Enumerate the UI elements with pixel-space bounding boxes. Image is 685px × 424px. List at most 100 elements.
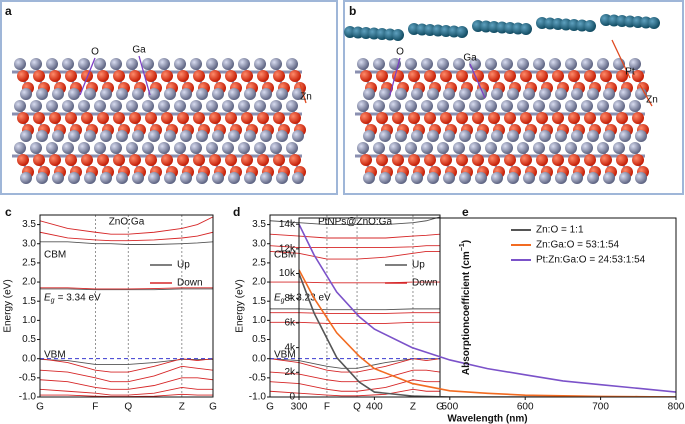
zinc-atom (571, 130, 583, 142)
zinc-atom (565, 142, 577, 154)
oxygen-atom (584, 154, 596, 166)
oxygen-atom (456, 112, 468, 124)
band-line (270, 308, 440, 311)
x-tick-label: 800 (668, 402, 685, 413)
zinc-atom (437, 142, 449, 154)
x-tick-label: F (324, 402, 330, 413)
y-tick-label: 2.5 (252, 258, 266, 269)
panel-label: d (233, 205, 240, 219)
zinc-atom (507, 172, 519, 184)
zinc-atom (619, 130, 631, 142)
oxygen-atom (65, 70, 77, 82)
oxygen-atom (193, 112, 205, 124)
oxygen-atom (600, 70, 612, 82)
oxygen-atom (632, 112, 644, 124)
zinc-atom (603, 172, 615, 184)
atom-label: Zn (300, 92, 312, 103)
oxygen-atom (33, 70, 45, 82)
oxygen-atom (257, 70, 269, 82)
panel-label: b (349, 4, 356, 18)
oxygen-atom (289, 154, 301, 166)
plot-frame (269, 214, 441, 398)
zinc-atom (180, 172, 192, 184)
zinc-atom (571, 88, 583, 100)
oxygen-atom (273, 70, 285, 82)
oxygen-atom (273, 154, 285, 166)
oxygen-atom (424, 70, 436, 82)
zinc-atom (485, 142, 497, 154)
annotation-vbm: VBM (274, 349, 296, 360)
zinc-atom (286, 142, 298, 154)
zinc-atom (389, 100, 401, 112)
crystal-structures: O Ga Zn O Ga Pt Zn (12, 14, 660, 184)
oxygen-atom (113, 154, 125, 166)
zinc-atom (533, 100, 545, 112)
zinc-atom (555, 172, 567, 184)
y-tick-label: 1.0 (252, 315, 266, 326)
oxygen-atom (65, 112, 77, 124)
platinum-atom (456, 26, 468, 38)
data-line (299, 223, 676, 393)
oxygen-atom (456, 70, 468, 82)
zinc-atom (14, 58, 26, 70)
zinc-atom (68, 172, 80, 184)
zinc-atom (254, 142, 266, 154)
zinc-atom (453, 142, 465, 154)
zinc-atom (597, 100, 609, 112)
band-line (40, 358, 213, 373)
zinc-atom (507, 88, 519, 100)
zinc-atom (132, 130, 144, 142)
zinc-atom (389, 142, 401, 154)
zinc-atom (379, 88, 391, 100)
zinc-atom (68, 88, 80, 100)
zinc-atom (148, 130, 160, 142)
annotation-gap: Eg = 3.34 eV (44, 292, 101, 304)
atom-label: Zn (646, 95, 658, 106)
zinc-atom (142, 142, 154, 154)
zinc-atom (116, 130, 128, 142)
band-line (270, 321, 440, 324)
zinc-atom (437, 58, 449, 70)
zinc-atom (427, 88, 439, 100)
band-line (270, 233, 440, 239)
oxygen-atom (65, 154, 77, 166)
zinc-atom (363, 88, 375, 100)
zinc-atom (491, 88, 503, 100)
zinc-atom (475, 172, 487, 184)
zinc-atom (62, 58, 74, 70)
band-line (270, 379, 440, 392)
oxygen-atom (456, 154, 468, 166)
zinc-atom (469, 142, 481, 154)
zinc-atom (565, 58, 577, 70)
gap-value: = 3.34 eV (58, 292, 101, 303)
zinc-atom (581, 58, 593, 70)
zinc-atom (539, 172, 551, 184)
y-tick-label: 1.5 (22, 296, 36, 307)
zinc-atom (228, 88, 240, 100)
x-tick-label: Q (353, 402, 361, 413)
oxygen-atom (225, 154, 237, 166)
y-tick-label: 12k (279, 244, 296, 255)
zinc-atom (405, 58, 417, 70)
zinc-atom (437, 100, 449, 112)
y-tick-label: 2k (284, 367, 296, 378)
oxygen-atom (392, 70, 404, 82)
oxygen-atom (17, 154, 29, 166)
zinc-atom (507, 130, 519, 142)
y-tick-label: 8k (284, 293, 296, 304)
zinc-atom (603, 88, 615, 100)
zinc-atom (46, 100, 58, 112)
zinc-atom (222, 142, 234, 154)
oxygen-atom (360, 154, 372, 166)
band-line (40, 386, 213, 396)
zinc-atom (180, 88, 192, 100)
zinc-atom (110, 58, 122, 70)
y-tick-label: 3.0 (22, 238, 36, 249)
zinc-atom (357, 100, 369, 112)
zinc-atom (555, 88, 567, 100)
oxygen-atom (616, 70, 628, 82)
zinc-atom (379, 130, 391, 142)
oxygen-atom (225, 112, 237, 124)
zinc-atom (158, 100, 170, 112)
